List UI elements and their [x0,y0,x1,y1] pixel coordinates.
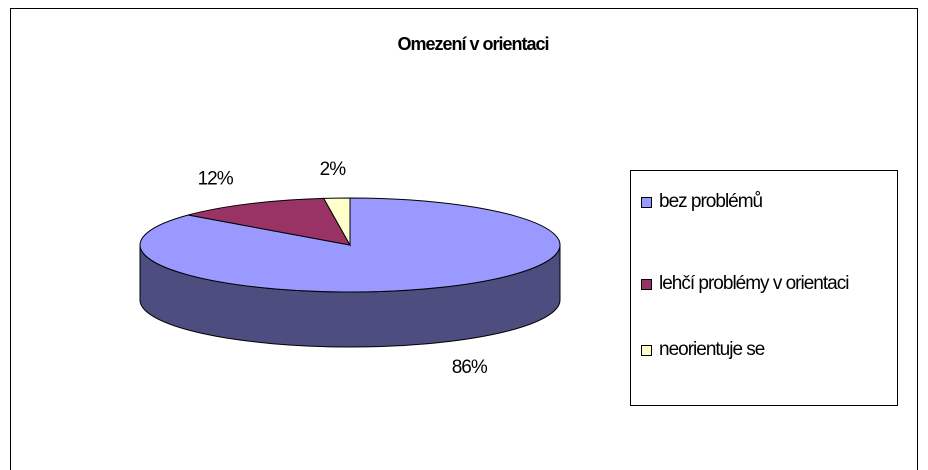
legend-swatch [641,345,652,356]
data-label: 2% [320,159,347,180]
legend-label: bez problémů [659,191,763,212]
legend-item: neorientuje se [641,337,899,363]
legend-item: bez problémů [641,189,899,215]
legend-label: neorientuje se [659,339,765,360]
legend-label: lehčí problémy v orientaci [659,273,849,294]
chart-title: Omezení v orientaci [397,34,548,54]
legend-item: lehčí problémy v orientaci [641,271,899,297]
data-label: 12% [198,168,234,189]
pie-slice [188,197,351,246]
legend-swatch [641,197,652,208]
pie-slice [322,197,351,247]
data-label: 86% [452,357,488,378]
pie-slice [139,197,561,293]
legend-swatch [641,279,652,290]
legend: bez problémů lehčí problémy v orientaci ne… [630,170,898,406]
